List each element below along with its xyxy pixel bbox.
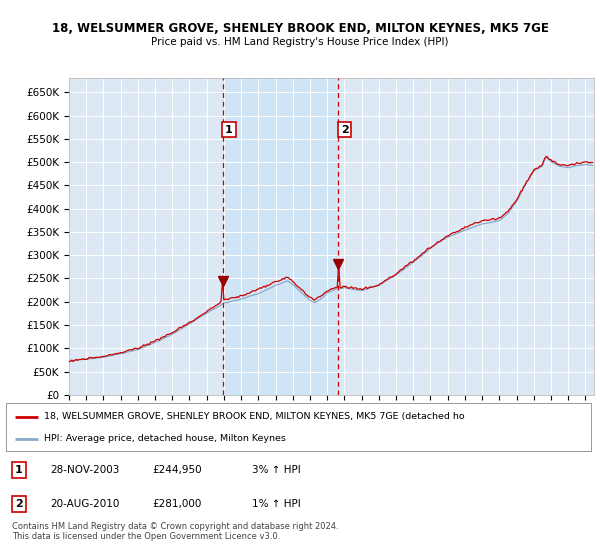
Text: £281,000: £281,000: [152, 499, 202, 509]
Text: 18, WELSUMMER GROVE, SHENLEY BROOK END, MILTON KEYNES, MK5 7GE: 18, WELSUMMER GROVE, SHENLEY BROOK END, …: [52, 22, 548, 35]
Text: 28-NOV-2003: 28-NOV-2003: [50, 465, 119, 475]
Text: 1% ↑ HPI: 1% ↑ HPI: [252, 499, 301, 509]
Text: 3% ↑ HPI: 3% ↑ HPI: [252, 465, 301, 475]
Text: 1: 1: [15, 465, 23, 475]
Bar: [223, 78, 338, 395]
Text: 2: 2: [341, 124, 349, 134]
Text: 18, WELSUMMER GROVE, SHENLEY BROOK END, MILTON KEYNES, MK5 7GE (detached ho: 18, WELSUMMER GROVE, SHENLEY BROOK END, …: [44, 412, 464, 421]
Text: Price paid vs. HM Land Registry's House Price Index (HPI): Price paid vs. HM Land Registry's House …: [151, 37, 449, 47]
Text: HPI: Average price, detached house, Milton Keynes: HPI: Average price, detached house, Milt…: [44, 435, 286, 444]
Text: Contains HM Land Registry data © Crown copyright and database right 2024.
This d: Contains HM Land Registry data © Crown c…: [12, 522, 338, 542]
Text: 1: 1: [225, 124, 233, 134]
Text: 20-AUG-2010: 20-AUG-2010: [50, 499, 119, 509]
Text: 2: 2: [15, 499, 23, 509]
Text: £244,950: £244,950: [152, 465, 202, 475]
